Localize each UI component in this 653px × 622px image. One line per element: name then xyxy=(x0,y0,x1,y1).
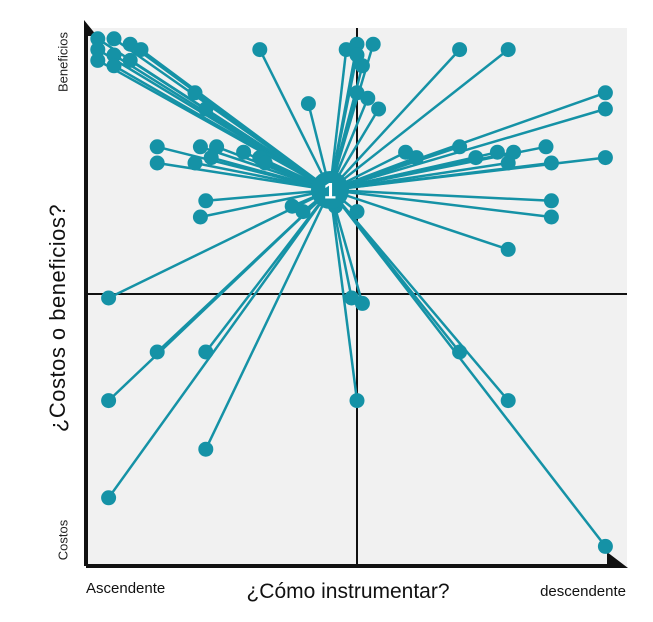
spoke-line xyxy=(113,64,331,192)
spoke-line xyxy=(329,188,552,219)
data-point xyxy=(349,393,365,409)
spoke-line xyxy=(329,48,461,191)
spoke-line xyxy=(329,145,460,192)
y-axis-title: ¿Costos o beneficios? xyxy=(45,203,70,433)
data-point xyxy=(354,295,370,311)
data-point xyxy=(597,101,613,117)
spoke-line xyxy=(200,188,331,219)
data-point xyxy=(468,150,484,166)
data-point xyxy=(489,144,505,160)
spoke-line xyxy=(205,107,331,192)
data-point xyxy=(252,42,268,58)
data-point xyxy=(122,52,138,68)
data-point xyxy=(133,42,149,58)
data-point xyxy=(198,101,214,117)
y-tick-top: Beneficios xyxy=(55,32,71,92)
data-point xyxy=(452,344,468,360)
data-point xyxy=(90,42,106,58)
data-point xyxy=(101,393,117,409)
data-point xyxy=(597,150,613,166)
x-axis-arrow xyxy=(607,552,628,568)
data-point xyxy=(597,538,613,554)
center-marker xyxy=(311,171,349,209)
spoke-line xyxy=(329,188,509,251)
spoke-line xyxy=(329,161,552,192)
data-point xyxy=(187,155,203,171)
data-point xyxy=(349,204,365,220)
data-point xyxy=(543,193,559,209)
data-point xyxy=(192,139,208,155)
x-tick-left: Ascendente xyxy=(86,580,166,597)
spoke-line xyxy=(107,189,332,499)
data-point xyxy=(90,52,106,68)
data-point xyxy=(106,58,122,74)
data-point xyxy=(408,150,424,166)
data-point xyxy=(101,490,117,506)
data-point xyxy=(257,155,273,171)
data-point xyxy=(90,31,106,47)
spoke-line xyxy=(107,189,331,402)
spoke-line xyxy=(328,189,359,401)
data-point xyxy=(198,193,214,209)
data-point xyxy=(538,139,554,155)
data-point xyxy=(452,139,468,155)
data-point xyxy=(198,344,214,360)
spoke-line xyxy=(204,189,332,450)
data-point xyxy=(354,58,370,74)
data-point xyxy=(149,155,165,171)
data-point xyxy=(149,344,165,360)
spoke-line xyxy=(210,156,331,192)
spoke-line xyxy=(329,189,510,402)
spoke-line xyxy=(329,48,509,191)
center-label: 1 xyxy=(324,179,336,204)
data-point xyxy=(203,150,219,166)
data-point xyxy=(295,204,311,220)
data-point xyxy=(452,42,468,58)
data-point xyxy=(365,36,381,52)
data-point xyxy=(236,144,252,160)
data-points xyxy=(90,31,613,554)
data-point xyxy=(500,155,516,171)
data-point xyxy=(300,96,316,112)
spoke-line xyxy=(329,107,606,192)
data-point xyxy=(360,90,376,106)
x-tick-right: descendente xyxy=(540,583,626,600)
spoke-line xyxy=(329,189,607,548)
data-point xyxy=(187,85,203,101)
spoke-line xyxy=(329,188,552,203)
data-point xyxy=(500,42,516,58)
y-axis-arrow xyxy=(84,20,97,36)
spoke-line xyxy=(258,49,332,191)
data-point xyxy=(500,241,516,257)
spoke-line xyxy=(194,161,331,192)
data-point xyxy=(543,209,559,225)
data-point xyxy=(597,85,613,101)
y-tick-bottom: Costos xyxy=(55,519,71,561)
x-axis-title: ¿Cómo instrumentar? xyxy=(246,580,450,603)
data-point xyxy=(106,47,122,63)
data-point xyxy=(371,101,387,117)
data-point xyxy=(106,31,122,47)
data-point xyxy=(198,441,214,457)
spoke-line xyxy=(328,54,359,191)
spoke-line xyxy=(194,91,331,192)
data-point xyxy=(192,209,208,225)
data-point xyxy=(543,155,559,171)
data-point xyxy=(500,393,516,409)
spoke-line xyxy=(328,49,348,191)
data-point xyxy=(349,36,365,52)
data-point xyxy=(149,139,165,155)
spoke-line xyxy=(205,188,331,203)
data-point xyxy=(101,290,117,306)
